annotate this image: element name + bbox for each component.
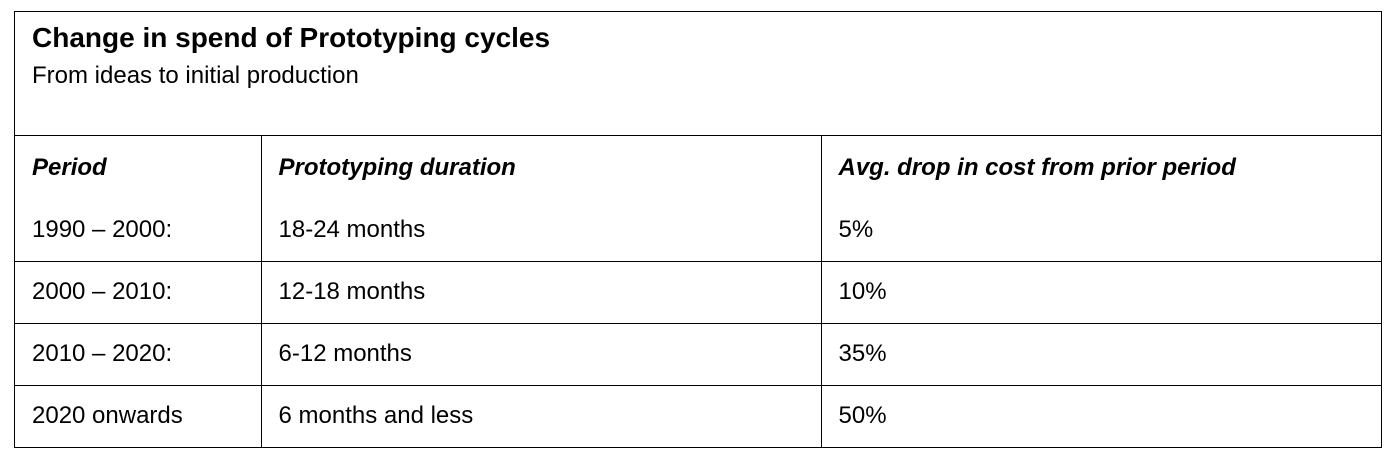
- column-header-period: Period: [15, 136, 262, 199]
- table-card: Change in spend of Prototyping cycles Fr…: [14, 11, 1382, 448]
- table-row: 2020 onwards 6 months and less 50%: [15, 385, 1381, 447]
- period-cell: 1990 – 2000:: [15, 199, 262, 262]
- cost-drop-cell: 5%: [821, 199, 1381, 262]
- period-cell: 2000 – 2010:: [15, 261, 262, 324]
- duration-cell: 12-18 months: [261, 261, 822, 324]
- cost-drop-cell: 10%: [821, 261, 1381, 324]
- table-header: Change in spend of Prototyping cycles Fr…: [15, 12, 1381, 136]
- duration-cell: 6 months and less: [261, 385, 822, 447]
- duration-cell: 6-12 months: [261, 323, 822, 386]
- period-cell: 2020 onwards: [15, 385, 262, 447]
- table-title: Change in spend of Prototyping cycles: [32, 22, 551, 53]
- table-row: 2000 – 2010: 12-18 months 10%: [15, 261, 1381, 324]
- table-row: 2010 – 2020: 6-12 months 35%: [15, 323, 1381, 386]
- cost-drop-cell: 35%: [821, 323, 1381, 386]
- table-subtitle: From ideas to initial production: [32, 62, 359, 89]
- duration-cell: 18-24 months: [261, 199, 822, 262]
- data-table: Period Prototyping duration Avg. drop in…: [15, 136, 1381, 447]
- column-header-duration: Prototyping duration: [261, 136, 822, 199]
- table-row: 1990 – 2000: 18-24 months 5%: [15, 199, 1381, 262]
- period-cell: 2010 – 2020:: [15, 323, 262, 386]
- cost-drop-cell: 50%: [838, 402, 887, 430]
- column-header-cost-drop: Avg. drop in cost from prior period: [838, 153, 1236, 181]
- header-row: Period Prototyping duration Avg. drop in…: [15, 136, 1381, 199]
